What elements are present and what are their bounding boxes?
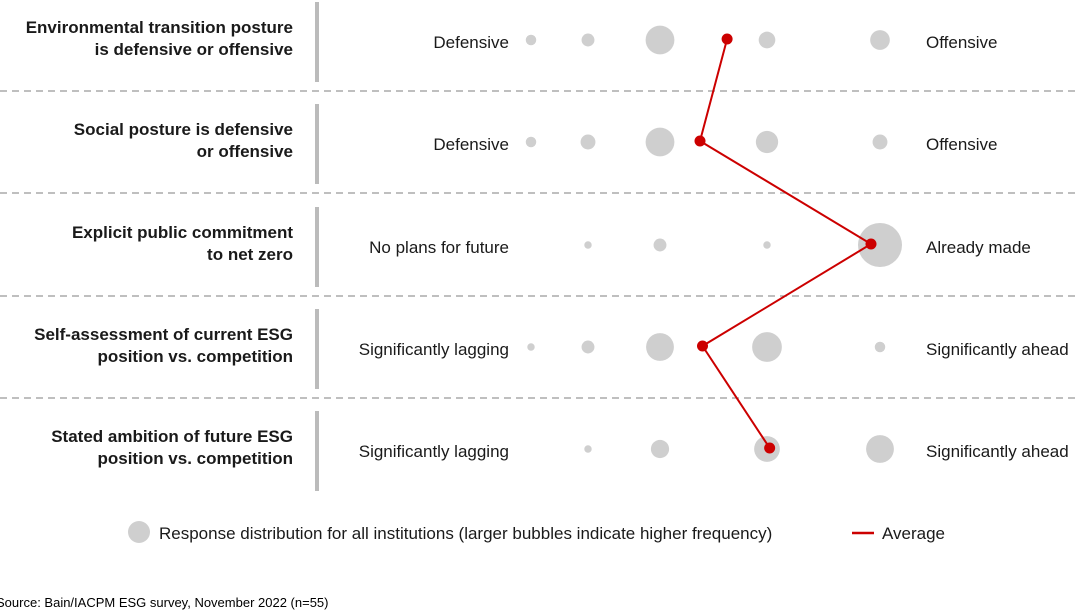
average-line [698, 38, 873, 449]
row-label: to net zero [207, 245, 293, 264]
scale-right-label: Offensive [926, 33, 998, 52]
average-point [721, 33, 733, 45]
row-label: position vs. competition [97, 347, 293, 366]
response-bubble [527, 343, 535, 351]
response-bubble [581, 33, 595, 47]
legend-bubbles-label: Response distribution for all institutio… [159, 524, 772, 543]
average-point [764, 442, 776, 454]
scale-left-label: No plans for future [369, 238, 509, 257]
row-label: position vs. competition [97, 449, 293, 468]
average-point [694, 135, 706, 147]
response-bubble [650, 439, 670, 459]
response-bubble [874, 341, 886, 353]
scale-left-label: Significantly lagging [359, 340, 509, 359]
scale-right-label: Significantly ahead [926, 442, 1069, 461]
response-bubble [581, 340, 595, 354]
row-label: Self-assessment of current ESG [34, 325, 293, 344]
response-bubble [584, 445, 592, 453]
scale-left-label: Significantly lagging [359, 442, 509, 461]
average-point [865, 238, 877, 250]
response-bubble [584, 241, 592, 249]
response-bubble [752, 332, 782, 362]
scale-left-label: Defensive [433, 135, 509, 154]
response-bubble [525, 136, 537, 148]
response-bubble [872, 134, 888, 150]
scale-left-label: Defensive [433, 33, 509, 52]
response-bubble [763, 241, 771, 249]
response-bubble [866, 435, 894, 463]
row-label: Environmental transition posture [26, 18, 293, 37]
scale-right-label: Offensive [926, 135, 998, 154]
response-bubble [525, 34, 537, 46]
row-label: Social posture is defensive [74, 120, 293, 139]
legend-bubble-icon [128, 521, 150, 543]
response-bubble [870, 30, 890, 50]
response-bubble [758, 31, 776, 49]
response-bubble [755, 130, 779, 154]
response-bubble [580, 134, 596, 150]
row-label: Explicit public commitment [72, 223, 293, 242]
legend-average-label: Average [882, 524, 945, 543]
average-point [697, 340, 708, 352]
row-label: is defensive or offensive [95, 40, 293, 59]
response-bubble [645, 127, 675, 157]
row-label: Stated ambition of future ESG [51, 427, 293, 446]
response-bubble [645, 25, 675, 55]
response-bubble [858, 223, 902, 267]
response-bubble [653, 238, 667, 252]
scale-right-label: Already made [926, 238, 1031, 257]
scale-right-label: Significantly ahead [926, 340, 1069, 359]
source-note: Source: Bain/IACPM ESG survey, November … [0, 595, 329, 610]
row-label: or offensive [197, 142, 293, 161]
response-bubble [646, 333, 674, 361]
